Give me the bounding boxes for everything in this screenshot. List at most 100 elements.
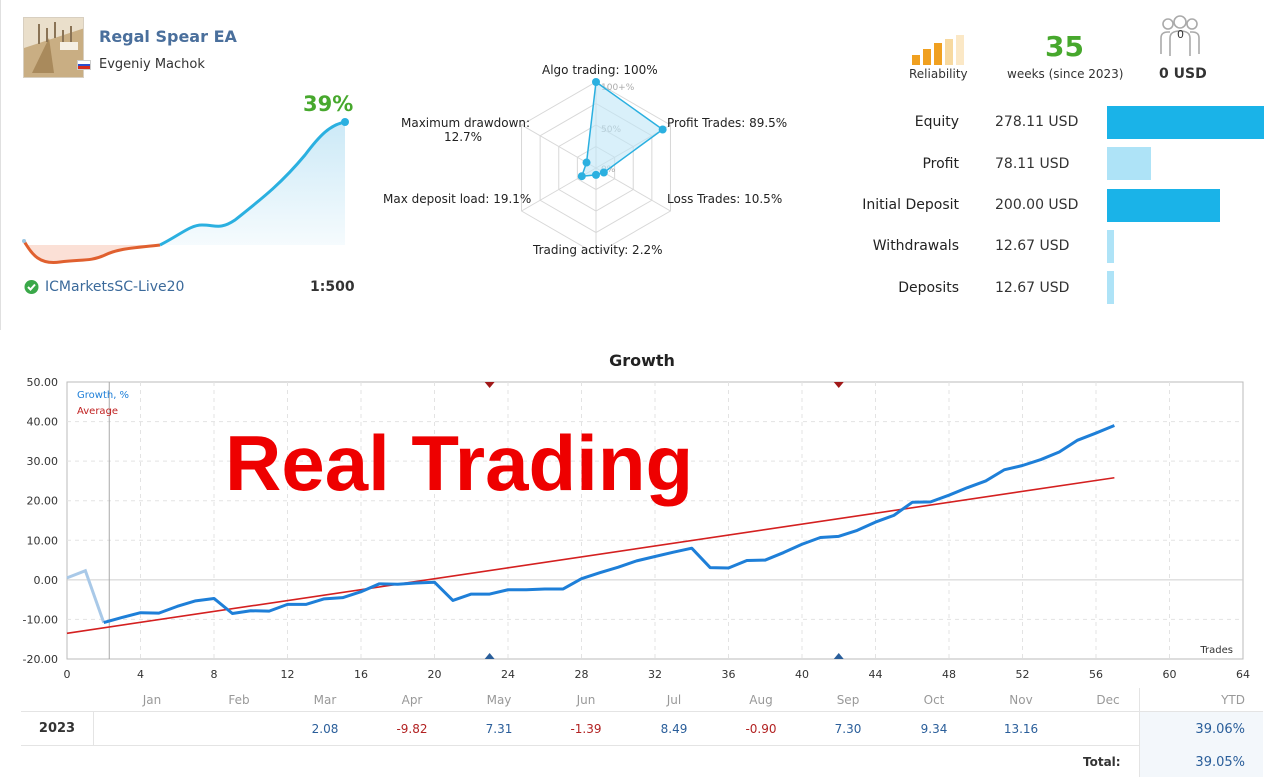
x-tick-label: 16: [354, 668, 368, 681]
month-value: 7.31: [485, 722, 513, 736]
month-value: 7.30: [834, 722, 862, 736]
month-header-sep: Sep: [836, 693, 860, 707]
radar-label-drawdown: Maximum drawdown: 12.7%: [401, 116, 531, 144]
x-tick-label: 0: [64, 668, 71, 681]
month-header-feb: Feb: [228, 693, 250, 707]
withdrawals-value: 12.67 USD: [995, 238, 1070, 254]
ea-name-link[interactable]: Regal Spear EA: [99, 27, 237, 46]
month-value: 9.34: [920, 722, 948, 736]
y-tick-label: 20.00: [27, 495, 59, 508]
russia-flag-icon: [77, 60, 91, 70]
broker-server-link[interactable]: ICMarketsSC-Live20: [45, 279, 185, 295]
x-tick-label: 8: [211, 668, 218, 681]
equity-label: Equity: [914, 114, 959, 130]
radar-label-profit: Profit Trades: 89.5%: [667, 116, 788, 130]
deposits-bar: [1107, 271, 1114, 304]
y-tick-label: -20.00: [23, 653, 58, 666]
month-value: 2.08: [311, 722, 339, 736]
x-tick-label: 28: [575, 668, 589, 681]
x-tick-label: 64: [1236, 668, 1250, 681]
withdrawal-marker-icon[interactable]: [484, 382, 495, 388]
author-link[interactable]: Evgeniy Machok: [99, 57, 205, 72]
legend-average: Average: [77, 406, 118, 417]
weeks-label: weeks (since 2023): [1007, 67, 1124, 81]
y-tick-label: 10.00: [27, 534, 59, 547]
month-header-jul: Jul: [666, 693, 682, 707]
subscribers-count: 0: [1177, 28, 1184, 41]
growth-line: [103, 424, 1115, 625]
reliability-label: Reliability: [909, 67, 968, 81]
subscribers-icon: [1160, 15, 1200, 56]
radar-point: [599, 168, 608, 177]
month-header-dec: Dec: [1096, 693, 1120, 707]
real-trading-watermark: Real Trading: [225, 419, 693, 507]
month-header-jan: Jan: [142, 693, 162, 707]
growth-chart-title: Growth: [609, 351, 675, 370]
x-tick-label: 40: [795, 668, 809, 681]
subscribers-usd: 0 USD: [1159, 66, 1207, 82]
radar-chart: 100+%50%0%: [380, 55, 800, 265]
total-label: Total:: [1083, 755, 1121, 769]
x-tick-label: 36: [722, 668, 736, 681]
y-tick-label: 50.00: [27, 376, 59, 389]
growth-line-pre-deposit: [66, 568, 106, 624]
month-value: 8.49: [660, 722, 688, 736]
x-tick-label: 48: [942, 668, 956, 681]
y-tick-label: 40.00: [27, 416, 59, 429]
radar-label-algo: Algo trading: 100%: [542, 63, 658, 77]
table-header-row: YTD Jan Feb Mar Apr May Jun Jul Aug Sep Oct Nov Dec: [21, 688, 1263, 712]
radar-axis: [595, 167, 671, 212]
table-row: 2023 39.06% 2.08 -9.82 7.31 -1.39 8.49 -0.90 7…: [21, 712, 1263, 746]
x-tick-label: 32: [648, 668, 662, 681]
deposit-marker-icon[interactable]: [833, 653, 844, 659]
average-line: [66, 476, 1115, 635]
mini-growth-chart: [22, 118, 349, 265]
ea-avatar[interactable]: [23, 17, 84, 78]
y-tick-label: 0.00: [34, 574, 59, 587]
radar-label-loss: Loss Trades: 10.5%: [667, 192, 783, 206]
month-value: 13.16: [1003, 722, 1039, 736]
x-tick-label: 24: [501, 668, 515, 681]
ytd-header: YTD: [1139, 688, 1263, 712]
withdrawal-marker-icon[interactable]: [833, 382, 844, 388]
profit-bar: [1107, 147, 1151, 180]
deposits-value: 12.67 USD: [995, 280, 1070, 296]
initial-deposit-value: 200.00 USD: [995, 197, 1079, 213]
x-tick-label: 60: [1163, 668, 1177, 681]
legend-growth: Growth, %: [77, 390, 129, 401]
x-tick-label: 12: [281, 668, 295, 681]
month-header-nov: Nov: [1009, 693, 1033, 707]
month-header-may: May: [486, 693, 512, 707]
radar-point: [577, 172, 586, 181]
x-tick-label: 20: [428, 668, 442, 681]
deposit-marker-icon[interactable]: [484, 653, 495, 659]
withdrawals-bar: [1107, 230, 1114, 263]
year-label: 2023: [21, 712, 94, 746]
reliability-bars-icon: [912, 35, 964, 65]
total-row: Total: 39.05%: [21, 746, 1263, 777]
withdrawals-label: Withdrawals: [872, 238, 959, 254]
total-cell: 39.05%: [1139, 746, 1263, 777]
total-value: 39.05%: [1195, 755, 1245, 770]
growth-chart: 0 4 8 12 16 20 24 28 32 36 40 44 48 52 56 60 6450.0040.0…: [23, 376, 1250, 681]
radar-label-activity: Trading activity: 2.2%: [533, 243, 663, 257]
profit-value: 78.11 USD: [995, 156, 1070, 172]
weeks-count: 35: [1045, 30, 1084, 63]
equity-bar: [1107, 106, 1264, 139]
x-axis-label: Trades: [1199, 645, 1233, 656]
y-tick-label: 30.00: [27, 455, 59, 468]
initial-deposit-label: Initial Deposit: [862, 197, 959, 213]
growth-percent: 39%: [303, 92, 354, 116]
month-header-apr: Apr: [401, 693, 423, 707]
equity-value: 278.11 USD: [995, 114, 1079, 130]
month-header-aug: Aug: [749, 693, 773, 707]
y-tick-label: -10.00: [23, 613, 58, 626]
radar-value-area: [580, 80, 664, 178]
ytd-cell: 39.06%: [1139, 712, 1263, 746]
month-header-jun: Jun: [576, 693, 596, 707]
x-tick-label: 56: [1089, 668, 1103, 681]
month-header-oct: Oct: [923, 693, 945, 707]
radar-label-deposit-load: Max deposit load: 19.1%: [383, 192, 532, 206]
left-border: [0, 0, 1, 330]
month-value: -0.90: [745, 722, 777, 736]
